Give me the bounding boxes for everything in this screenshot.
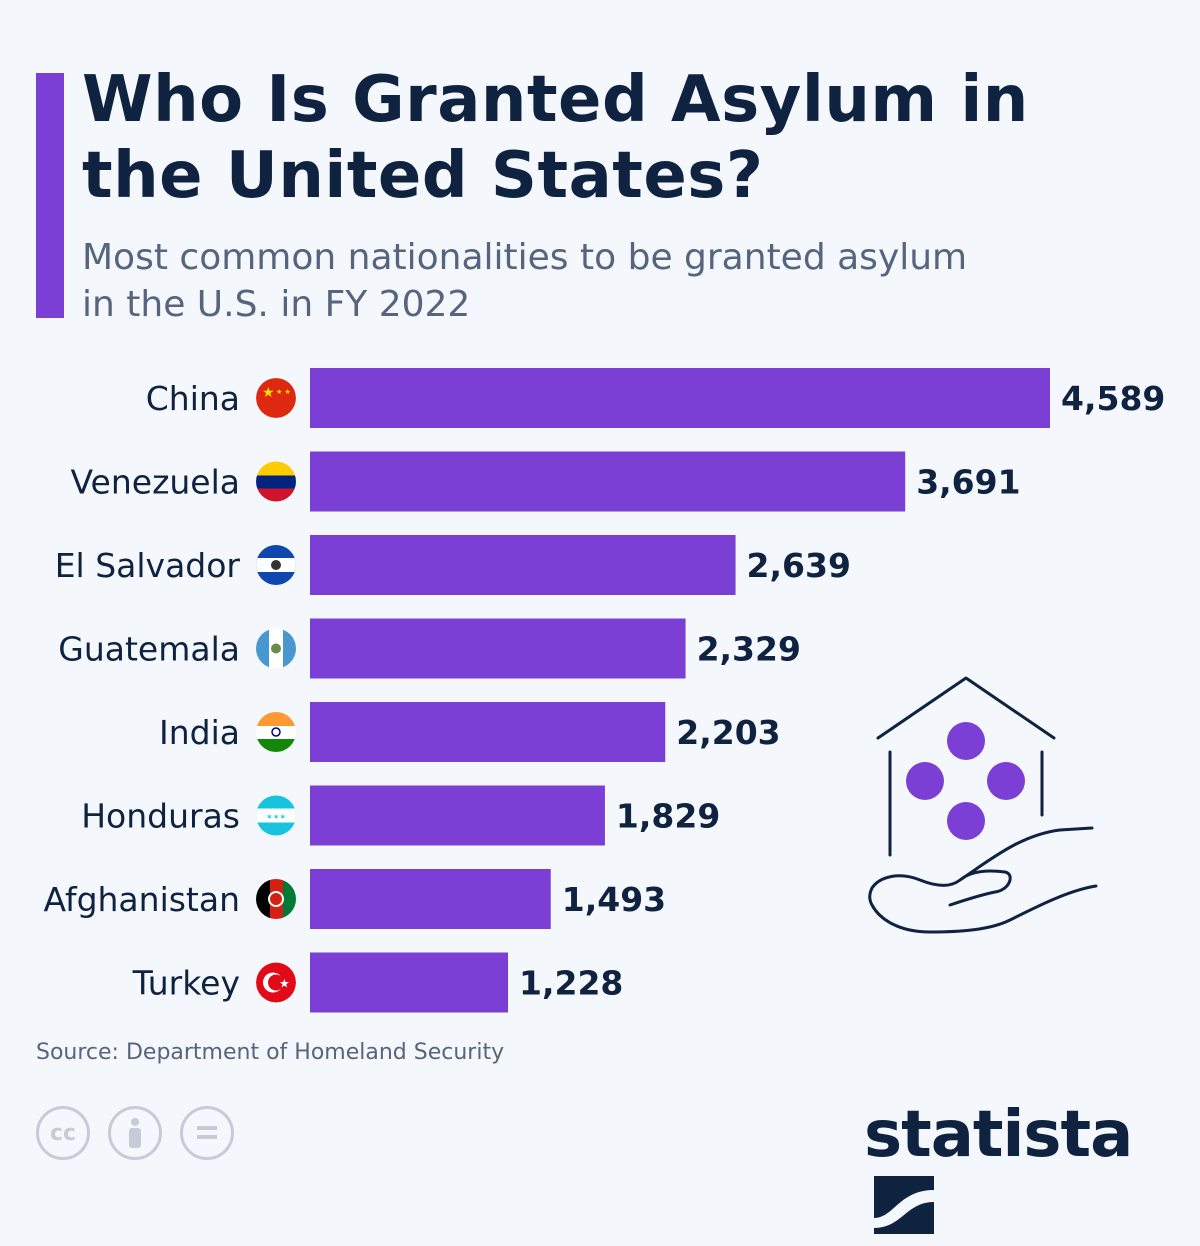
category-label: Afghanistan — [44, 880, 240, 919]
guatemala-flag-icon — [256, 628, 296, 669]
value-label: 3,691 — [916, 463, 1020, 502]
china-flag-icon: ★ ★ ★ — [256, 378, 296, 418]
bar-china — [310, 368, 1050, 428]
category-label: India — [159, 713, 240, 752]
venezuela-flag-icon — [256, 461, 296, 502]
bar-guatemala — [310, 618, 686, 679]
value-label: 1,829 — [616, 797, 720, 836]
source-note: Source: Department of Homeland Security — [36, 1040, 505, 1065]
svg-text:★: ★ — [262, 385, 275, 401]
no-derivatives-icon[interactable] — [180, 1106, 234, 1160]
category-label: Honduras — [81, 797, 240, 836]
page-subtitle: Most common nationalities to be granted … — [82, 237, 968, 325]
page-title: Who Is Granted Asylum in the United Stat… — [82, 63, 1029, 213]
svg-text:★: ★ — [279, 977, 290, 991]
value-label: 1,228 — [519, 964, 623, 1003]
bar-venezuela — [310, 451, 906, 512]
category-label: Guatemala — [58, 630, 240, 669]
value-label: 2,639 — [747, 546, 851, 585]
bar-honduras — [310, 785, 605, 846]
svg-text:✶✶✶: ✶✶✶ — [266, 813, 286, 822]
bar-turkey — [310, 952, 509, 1013]
value-label: 2,203 — [676, 713, 780, 752]
category-label: El Salvador — [55, 546, 241, 585]
value-label: 2,329 — [697, 630, 801, 669]
category-label: Turkey — [132, 964, 240, 1003]
title-accent-bar — [36, 73, 64, 318]
bar-india — [310, 702, 666, 762]
india-flag-icon — [256, 712, 296, 752]
category-label: China — [146, 379, 240, 418]
house-hand-icon — [868, 676, 1098, 934]
turkey-flag-icon: ★ — [256, 962, 296, 1003]
logo-text: statista — [864, 1098, 1133, 1172]
value-label: 1,493 — [562, 880, 666, 919]
statista-logo-icon — [874, 1176, 934, 1234]
cc-label: cc — [49, 1120, 77, 1146]
person-icon — [129, 1118, 141, 1148]
value-label: 4,589 — [1061, 379, 1165, 418]
creative-commons-icon[interactable]: cc — [36, 1106, 90, 1160]
category-label: Venezuela — [71, 463, 240, 502]
bar-el-salvador — [310, 535, 736, 595]
afghanistan-flag-icon — [256, 879, 296, 919]
el-salvador-flag-icon — [256, 545, 296, 585]
equals-icon — [197, 1126, 217, 1139]
statista-logo[interactable]: statista — [864, 1098, 1200, 1246]
bar-afghanistan — [310, 869, 551, 929]
svg-text:★ ★: ★ ★ — [276, 388, 291, 396]
honduras-flag-icon: ✶✶✶ — [256, 795, 296, 836]
attribution-icon[interactable] — [108, 1106, 162, 1160]
